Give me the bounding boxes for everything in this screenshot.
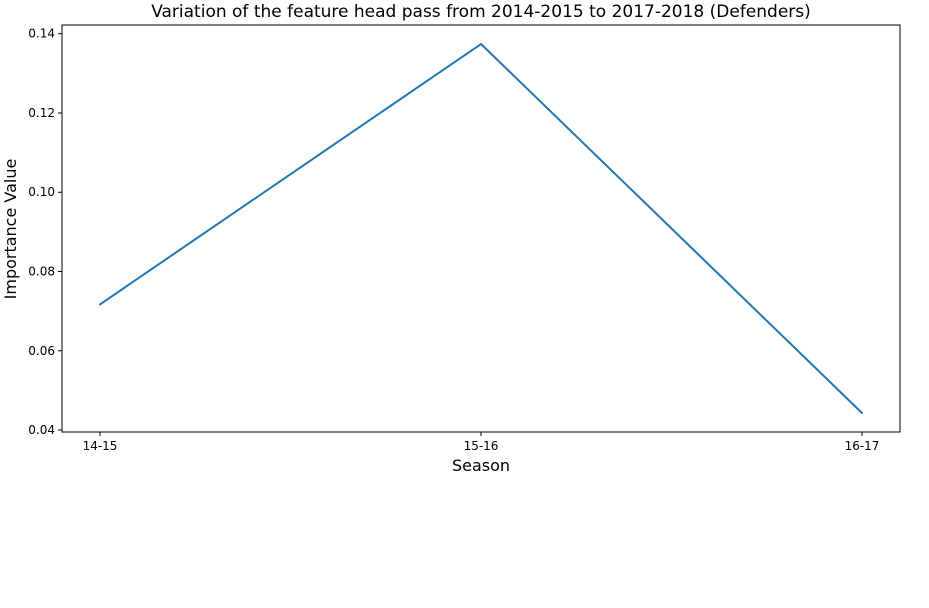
x-tick-label: 14-15 (83, 439, 118, 453)
y-tick-label: 0.08 (28, 264, 55, 278)
x-axis-label: Season (452, 456, 510, 475)
y-tick-label: 0.04 (28, 423, 55, 437)
y-tick-label: 0.10 (28, 185, 55, 199)
x-tick-label: 16-17 (845, 439, 880, 453)
y-tick-label: 0.06 (28, 344, 55, 358)
y-tick-label: 0.14 (28, 27, 55, 41)
y-axis-label: Importance Value (1, 159, 20, 300)
y-axis-ticks: 0.04 0.06 0.08 0.10 0.12 0.14 (28, 27, 62, 437)
series-line (99, 43, 863, 414)
y-tick-label: 0.12 (28, 106, 55, 120)
x-axis-ticks: 14-15 15-16 16-17 (83, 432, 880, 453)
chart-title: Variation of the feature head pass from … (151, 2, 811, 22)
plot-series (99, 43, 863, 414)
plot-frame (61, 24, 901, 433)
x-tick-label: 15-16 (464, 439, 499, 453)
